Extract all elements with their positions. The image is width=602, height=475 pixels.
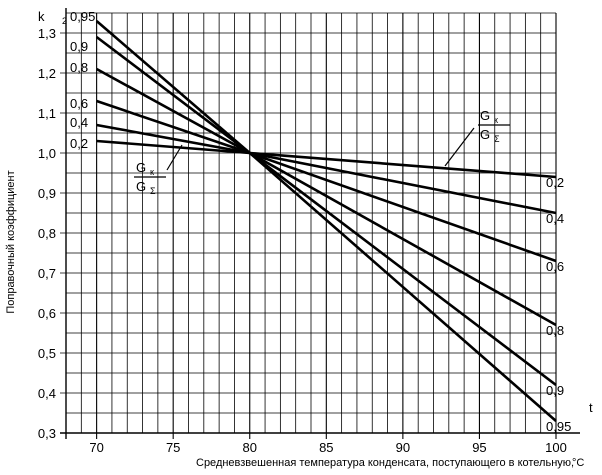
parameter-numerator-sub: к bbox=[494, 115, 498, 125]
parameter-numerator: G bbox=[136, 160, 146, 175]
series-label-left: 0,4 bbox=[70, 115, 88, 130]
parameter-leader bbox=[444, 127, 475, 167]
y-tick-label: 1,0 bbox=[38, 146, 56, 161]
x-axis-label: Средневзвешенная температура конденсата,… bbox=[196, 457, 574, 469]
series-label-right: 0,4 bbox=[546, 211, 564, 226]
x-axis-unit: °C bbox=[572, 457, 584, 469]
series-lines: 0,95 0,9 0,8 0,6 0,4 0,2 0,95 0,9 0,8 0,6 0,4 0,2 bbox=[70, 9, 571, 434]
parameter-denominator-sub: Σ bbox=[494, 134, 500, 144]
parameter-denominator: G bbox=[136, 179, 146, 194]
parameter-label-left: G к G Σ bbox=[134, 144, 183, 196]
series-label-left: 0,95 bbox=[70, 9, 95, 24]
series-label-left: 0,8 bbox=[70, 60, 88, 75]
parameter-numerator: G bbox=[480, 108, 490, 123]
x-tick-label: 80 bbox=[243, 440, 257, 455]
x-tick-label: 95 bbox=[472, 440, 486, 455]
series-label-right: 0,2 bbox=[546, 175, 564, 190]
x-axis-symbol: t bbox=[589, 400, 593, 415]
series-label-right: 0,95 bbox=[546, 419, 571, 434]
series-label-left: 0,2 bbox=[70, 136, 88, 151]
y-axis-symbol: k bbox=[38, 9, 45, 24]
y-tick-label: 0,3 bbox=[38, 426, 56, 441]
y-tick-label: 1,2 bbox=[38, 66, 56, 81]
axes: 0,3 0,4 0,5 0,6 0,7 0,8 0,9 1,0 1,1 1,2 1,3 70 75 80 8… bbox=[38, 8, 580, 455]
parameter-leader bbox=[166, 144, 183, 171]
x-tick-label: 70 bbox=[89, 440, 103, 455]
series-label-right: 0,9 bbox=[546, 383, 564, 398]
series-label-right: 0,8 bbox=[546, 323, 564, 338]
y-tick-label: 0,6 bbox=[38, 306, 56, 321]
series-line bbox=[96, 139, 557, 179]
y-tick-label: 1,1 bbox=[38, 106, 56, 121]
parameter-numerator-sub: к bbox=[150, 167, 154, 177]
series-label-left: 0,9 bbox=[70, 39, 88, 54]
parameter-denominator: G bbox=[480, 127, 490, 142]
parameter-label-right: G к G Σ bbox=[444, 108, 510, 167]
x-tick-label: 90 bbox=[396, 440, 410, 455]
grid bbox=[60, 12, 557, 439]
series-label-left: 0,6 bbox=[70, 96, 88, 111]
y-axis-symbol-subscript: 2 bbox=[62, 16, 67, 26]
parameter-denominator-sub: Σ bbox=[150, 186, 156, 196]
x-tick-label: 85 bbox=[319, 440, 333, 455]
x-tick-label: 100 bbox=[545, 440, 567, 455]
y-tick-label: 0,9 bbox=[38, 186, 56, 201]
y-tick-label: 1,3 bbox=[38, 26, 56, 41]
y-tick-label: 0,5 bbox=[38, 346, 56, 361]
y-tick-label: 0,8 bbox=[38, 226, 56, 241]
y-axis-label: Поправочный коэффициент bbox=[5, 170, 17, 313]
x-tick-label: 75 bbox=[166, 440, 180, 455]
y-tick-label: 0,4 bbox=[38, 386, 56, 401]
y-tick-label: 0,7 bbox=[38, 266, 56, 281]
series-label-right: 0,6 bbox=[546, 259, 564, 274]
